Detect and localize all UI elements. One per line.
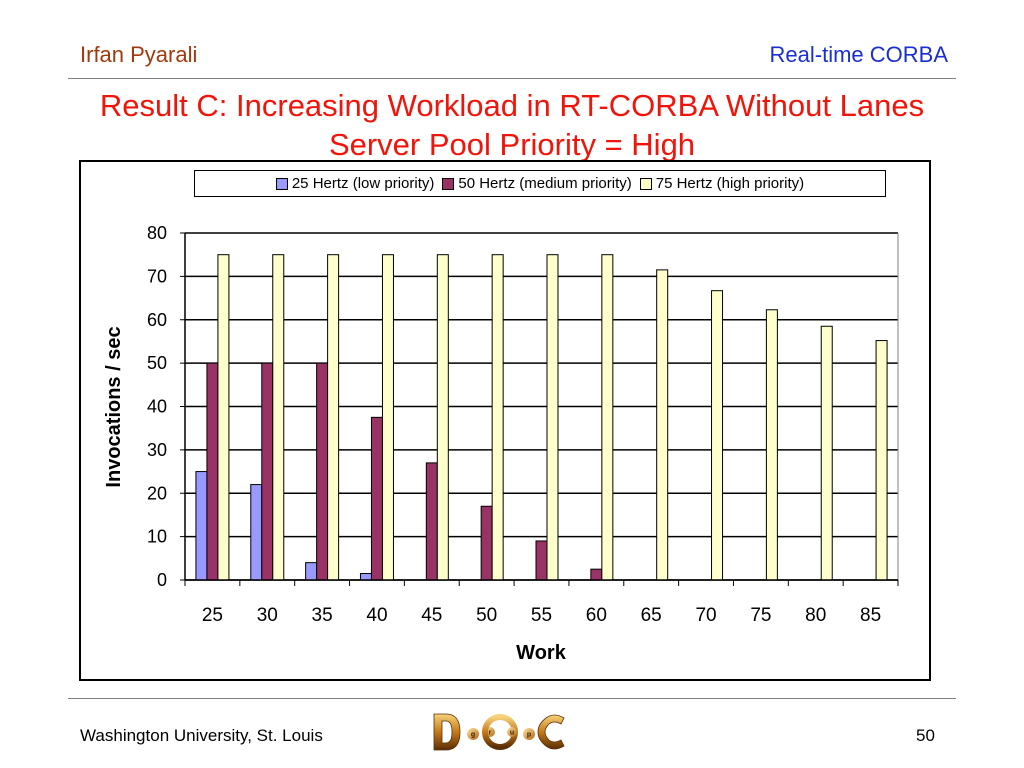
bar-low-priority [195,471,208,581]
logo-letter-g: g [471,732,475,739]
legend-swatch-high [639,177,652,190]
y-tick-label: 10 [147,527,167,547]
doc-group-logo: g r u p [433,713,565,751]
legend-label-medium: 50 Hertz (medium priority) [458,175,632,192]
slide-title-line2: Server Pool Priority = High [328,127,696,162]
bar-high-priority [436,254,449,581]
x-tick-label: 85 [860,605,881,626]
bar-medium-priority [480,505,493,581]
bar-medium-priority [535,540,548,581]
bar-high-priority [491,254,504,581]
bar-high-priority [711,290,724,581]
bar-high-priority [875,340,888,581]
y-tick-label: 40 [147,397,167,417]
y-tick-label: 0 [157,570,167,590]
legend-item-medium: 50 Hertz (medium priority) [442,175,632,192]
header-rule [68,78,956,79]
y-tick-label: 60 [147,310,167,330]
legend-swatch-medium [442,177,455,190]
x-tick-label: 35 [312,605,333,626]
y-tick-label: 70 [147,266,167,286]
x-tick-label: 40 [366,605,387,626]
x-tick-label: 30 [257,605,278,626]
bar-high-priority [381,254,394,581]
legend-swatch-low [275,177,288,190]
logo-letter-u: u [510,730,514,737]
x-axis-title: Work [516,642,567,664]
legend-label-high: 75 Hertz (high priority) [655,175,805,192]
logo-letter-r: r [489,730,492,737]
y-axis-title: Invocations / sec [103,326,125,487]
bar-high-priority [217,254,230,581]
bar-high-priority [765,309,778,581]
bar-low-priority [359,572,372,581]
bar-medium-priority [206,362,219,581]
bar-high-priority [327,254,340,581]
slide-title-line1: Result C: Increasing Workload in RT-CORB… [99,88,925,123]
x-tick-label: 75 [750,605,771,626]
y-tick-label: 50 [147,353,167,373]
bar-high-priority [546,254,559,581]
bar-low-priority [305,562,318,581]
y-tick-label: 20 [147,483,167,503]
x-tick-label: 80 [805,605,826,626]
presenter-name: Irfan Pyarali [80,42,198,67]
bar-medium-priority [261,362,274,581]
y-tick-label: 30 [147,440,167,460]
bar-high-priority [820,325,833,581]
footer-institution: Washington University, St. Louis [80,726,323,745]
x-tick-label: 70 [695,605,716,626]
logo-letter-p: p [527,732,531,739]
bar-high-priority [601,254,614,581]
page-number: 50 [916,726,935,745]
x-tick-label: 45 [421,605,442,626]
presentation-topic: Real-time CORBA [769,42,948,67]
legend-label-low: 25 Hertz (low priority) [291,175,435,192]
x-tick-label: 65 [641,605,662,626]
footer-rule [68,698,956,699]
bar-medium-priority [425,462,438,581]
bar-medium-priority [370,416,383,581]
x-tick-label: 50 [476,605,497,626]
x-tick-label: 25 [202,605,223,626]
bar-high-priority [656,269,669,581]
x-tick-label: 60 [586,605,607,626]
y-tick-label: 80 [147,223,167,243]
legend-item-low: 25 Hertz (low priority) [275,175,435,192]
bar-high-priority [272,254,285,581]
legend-item-high: 75 Hertz (high priority) [639,175,805,192]
bar-low-priority [250,484,263,581]
bar-medium-priority [316,362,329,581]
chart-legend: 25 Hertz (low priority) 50 Hertz (medium… [194,170,886,197]
x-tick-label: 55 [531,605,552,626]
bar-medium-priority [590,568,603,581]
